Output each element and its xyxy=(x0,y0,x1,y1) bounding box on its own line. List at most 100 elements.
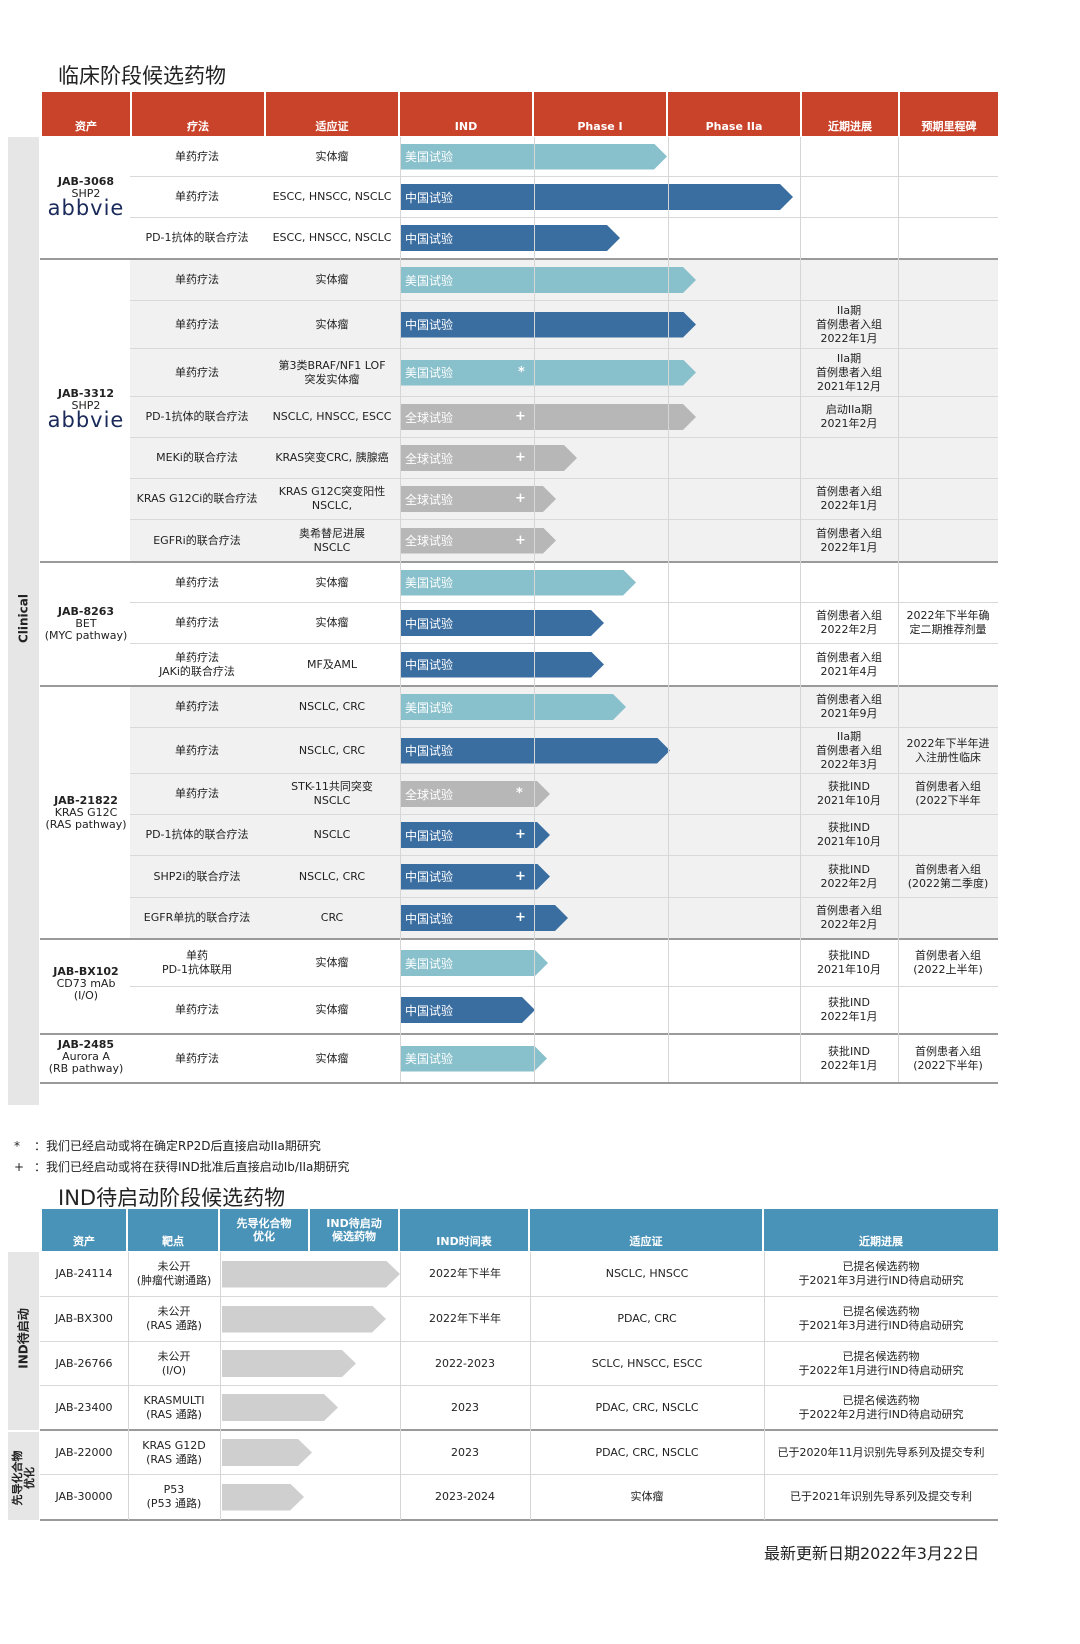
indication-cell: NSCLC, CRC xyxy=(298,743,366,757)
ind-column-divider xyxy=(400,1252,401,1520)
progress-cell: 获批IND 2022年2月 xyxy=(820,862,878,890)
progress-cell xyxy=(800,177,898,217)
indication-cell: 实体瘤 xyxy=(315,1003,349,1016)
trial-bar: 美国试验 xyxy=(400,144,667,170)
indication-cell: NSCLC, HNSCC, ESCC xyxy=(272,410,392,423)
indication-cell: STK-11共同突变 NSCLC xyxy=(291,780,373,807)
ind-progress-cell: 已提名候选药物 于2022年2月进行IND待启动研究 xyxy=(798,1393,964,1421)
asset-subtitle: Aurora A (RB pathway) xyxy=(48,1050,124,1075)
therapy-cell: 单药疗法 JAKi的联合疗法 xyxy=(159,650,235,678)
indication-cell: 实体瘤 xyxy=(315,575,349,589)
indication-cell: ESCC, HNSCC, NSCLC xyxy=(272,190,392,203)
trial-bar-label: 美国试验 xyxy=(405,273,454,288)
ind-asset-cell: JAB-30000 xyxy=(55,1490,113,1503)
footnote-plus-mark: + xyxy=(14,1160,25,1174)
trial-bar: 中国试验 xyxy=(400,738,670,764)
trial-bar: 美国试验 xyxy=(400,1046,547,1072)
therapy-cell: 单药疗法 xyxy=(175,743,219,757)
ind-progress-bar xyxy=(222,1261,400,1288)
therapy-cell: 单药疗法 xyxy=(175,700,219,713)
row-divider xyxy=(130,437,998,438)
indication-cell: 实体瘤 xyxy=(315,616,349,629)
row-shade xyxy=(130,774,998,814)
group-divider xyxy=(40,938,998,940)
trial-marker: + xyxy=(515,450,526,465)
column-divider xyxy=(898,137,899,1082)
trial-bar-label: 全球试验 xyxy=(405,534,454,548)
asset-subtitle: CD73 mAb (I/O) xyxy=(56,977,116,1002)
trial-bar: 全球试验 + xyxy=(400,486,556,512)
trial-marker: + xyxy=(515,532,526,548)
header-ind: IND xyxy=(400,92,532,136)
ind-row-divider xyxy=(40,1385,998,1386)
trial-bar: 中国试验 xyxy=(400,610,604,636)
ind-column-divider xyxy=(530,1252,531,1520)
therapy-cell: PD-1抗体的联合疗法 xyxy=(145,828,249,841)
progress-cell xyxy=(800,563,898,602)
therapy-cell: KRAS G12Ci的联合疗法 xyxy=(136,492,258,505)
trial-bar: 美国试验 xyxy=(400,950,548,976)
ind-column-divider xyxy=(764,1252,765,1520)
asset-name: JAB-2485 xyxy=(57,1038,115,1051)
ind-header-timeline: IND时间表 xyxy=(400,1209,528,1251)
clinical-sidebar-label: Clinical xyxy=(16,594,31,644)
column-divider xyxy=(800,137,801,1082)
ind-row-divider xyxy=(40,1341,998,1342)
ind-timeline-cell: 2022年下半年 xyxy=(429,1312,501,1325)
indication-cell: CRC xyxy=(320,911,344,924)
update-date: 最新更新日期2022年3月22日 xyxy=(764,1544,980,1563)
milestone-cell xyxy=(898,815,998,855)
therapy-cell: 单药疗法 xyxy=(175,273,219,286)
progress-cell: 获批IND 2021年10月 xyxy=(817,780,881,807)
ind-progress-cell: 已提名候选药物 于2021年3月进行IND待启动研究 xyxy=(798,1260,964,1287)
progress-cell xyxy=(800,438,898,478)
milestone-cell xyxy=(898,177,998,217)
therapy-cell: 单药疗法 xyxy=(175,787,219,800)
ind-column-divider xyxy=(128,1252,129,1520)
column-divider xyxy=(668,137,669,1082)
ind-progress-bar xyxy=(222,1394,338,1421)
header-phase-2a: Phase IIa xyxy=(668,92,800,136)
progress-cell xyxy=(800,260,898,300)
asset-name: JAB-BX102 xyxy=(53,965,119,978)
indication-cell: ESCC, HNSCC, NSCLC xyxy=(272,231,392,244)
abbvie-logo: abbvie xyxy=(47,408,125,432)
row-divider xyxy=(130,396,998,397)
row-divider xyxy=(130,855,998,856)
row-shade xyxy=(130,520,998,561)
row-divider xyxy=(130,348,998,349)
trial-bar: 中国试验 + xyxy=(400,905,568,931)
ind-timeline-cell: 2023-2024 xyxy=(435,1490,495,1503)
row-divider xyxy=(130,478,998,479)
progress-cell: 首例患者入组 2022年1月 xyxy=(816,485,882,512)
abbvie-logo: abbvie xyxy=(47,196,125,220)
ind-indication-cell: 实体瘤 xyxy=(630,1490,664,1503)
progress-cell: IIa期 首例患者入组 2022年3月 xyxy=(816,729,882,771)
ind-target-cell: KRASMULTI (RAS 通路) xyxy=(143,1393,205,1421)
header-therapy: 疗法 xyxy=(132,92,264,136)
row-divider xyxy=(130,986,998,987)
row-divider xyxy=(130,727,998,728)
progress-cell: 启动IIa期 2021年2月 xyxy=(820,403,878,430)
milestone-cell xyxy=(898,137,998,176)
trial-bar-label: 中国试验 xyxy=(405,658,454,672)
footnote-plus-text: ：我们已经启动或将在获得IND批准后直接启动Ib/IIa期研究 xyxy=(34,1160,350,1174)
trial-bar-label: 全球试验 xyxy=(405,787,454,802)
therapy-cell: SHP2i的联合疗法 xyxy=(153,869,241,883)
indication-cell: NSCLC xyxy=(313,828,351,841)
row-shade xyxy=(130,815,998,855)
therapy-cell: EGFRi的联合疗法 xyxy=(153,533,241,547)
trial-bar-label: 中国试验 xyxy=(405,1003,454,1018)
ind-asset-cell: JAB-BX300 xyxy=(55,1312,113,1325)
asset-label: JAB-21822 KRAS G12C (RAS pathway) xyxy=(40,795,132,831)
ind-asset-cell: JAB-24114 xyxy=(55,1267,113,1280)
progress-cell: 获批IND 2022年1月 xyxy=(820,1044,878,1072)
header-progress: 近期进展 xyxy=(802,92,898,136)
row-divider xyxy=(130,602,998,603)
footnote-plus: + ：我们已经启动或将在获得IND批准后直接启动Ib/IIa期研究 xyxy=(14,1158,349,1175)
row-divider xyxy=(130,773,998,774)
row-divider xyxy=(130,300,998,301)
trial-marker: * xyxy=(516,786,523,801)
asset-name: JAB-3068 xyxy=(57,175,115,188)
ind-indication-cell: PDAC, CRC, NSCLC xyxy=(595,1400,699,1414)
